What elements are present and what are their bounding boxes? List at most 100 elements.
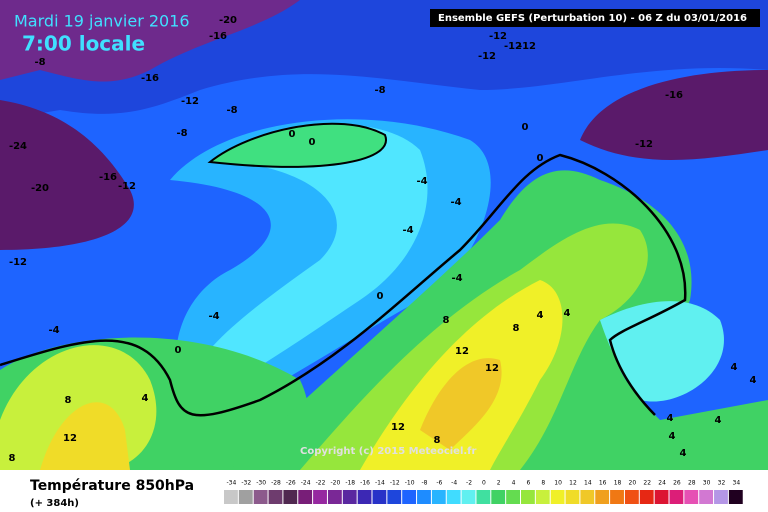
zero-contour [0,153,687,417]
legend-label: 30 [703,480,711,487]
legend-swatch [313,490,327,504]
legend-swatch [654,490,669,504]
legend-label: -10 [405,480,415,487]
contour-label: 4 [715,415,722,426]
legend-swatch [253,490,268,504]
contour-label: -4 [48,325,59,336]
contour-label: 12 [455,346,469,357]
contour-label: 0 [289,129,296,140]
legend-swatch [357,490,372,504]
legend-swatch [268,490,283,504]
legend-swatch [402,490,417,504]
contour-label: -16 [209,31,227,42]
contour-label: -8 [34,57,45,68]
contour-label: -12 [9,257,27,268]
legend-label: 16 [599,480,607,487]
cold-region [580,70,768,160]
legend-swatch [714,490,728,504]
contour-label: 8 [9,453,16,464]
contour-label: 0 [522,122,529,133]
contour-label: -12 [635,139,653,150]
contour-label: 8 [65,395,72,406]
contour-label: 12 [63,433,77,444]
legend-label: 26 [673,480,681,487]
legend-label: 32 [718,480,726,487]
legend-label: 10 [554,480,562,487]
legend-swatch [387,490,402,504]
contour-label: -12 [181,96,199,107]
legend-swatch [224,490,238,504]
date: Mardi 19 janvier 2016 [14,12,190,31]
copyright: Copyright (c) 2015 Meteociel.fr [300,446,477,457]
legend-swatch [610,490,624,504]
warm-patch [210,123,387,167]
legend-swatch [699,490,714,504]
contour-label: -20 [219,15,237,26]
contour-label: -20 [31,183,49,194]
contour-label: -8 [176,128,187,139]
warm-zone [420,358,502,450]
contour-label: 4 [731,362,738,373]
legend-label: 22 [643,480,651,487]
contour-label: 12 [485,363,499,374]
footer-lead: (+ 384h) [30,498,79,509]
contour-label: -12 [504,41,522,52]
legend-label: -16 [360,480,370,487]
legend-swatch [327,490,342,504]
legend-swatch [550,490,565,504]
contour-label: 8 [513,323,520,334]
contour-label: 8 [443,315,450,326]
legend-swatch [342,490,357,504]
contour-label: 0 [377,291,384,302]
legend-label: 12 [569,480,577,487]
legend-label: -14 [375,480,385,487]
contour-label: 4 [680,448,687,459]
legend-label: -34 [227,480,237,487]
legend-swatch [476,490,491,504]
contour-label: -12 [478,51,496,62]
legend-label: -4 [451,480,457,487]
legend-swatch [639,490,654,504]
contour-label: -24 [9,141,27,152]
legend-label: 18 [614,480,622,487]
legend-label: -32 [241,480,251,487]
contour-label: -12 [118,181,136,192]
legend-swatch [431,490,446,504]
legend-label: -26 [286,480,296,487]
legend-label: 14 [584,480,592,487]
contour-label: 4 [142,393,149,404]
contour-label: 0 [175,345,182,356]
legend-label: 2 [497,480,501,487]
contour-label: 4 [669,431,676,442]
warm-zone [40,402,130,470]
cold-region [0,100,134,250]
legend-swatch [728,490,743,504]
contour-label: 8 [434,435,441,446]
contour-label: -4 [208,311,219,322]
legend-label: -22 [316,480,326,487]
legend-swatch [624,490,639,504]
contour-label: -12 [489,31,507,42]
legend-swatch [446,490,461,504]
legend-swatch [238,490,253,504]
legend-swatch [283,490,298,504]
legend-label: 34 [733,480,741,487]
legend-label: 0 [482,480,486,487]
legend-swatch [595,490,610,504]
legend-label: -28 [271,480,281,487]
contour-label: -12 [518,41,536,52]
legend-label: 8 [541,480,545,487]
legend-label: -30 [256,480,266,487]
legend-label: -8 [421,480,427,487]
legend-swatch [580,490,595,504]
legend-label: 6 [527,480,531,487]
contour-label: 4 [564,308,571,319]
legend-swatch [298,490,313,504]
legend-swatch [461,490,476,504]
legend-swatch [417,490,431,504]
legend-swatch [491,490,506,504]
contour-label: 4 [537,310,544,321]
legend-swatch [669,490,684,504]
legend-label: -24 [301,480,311,487]
